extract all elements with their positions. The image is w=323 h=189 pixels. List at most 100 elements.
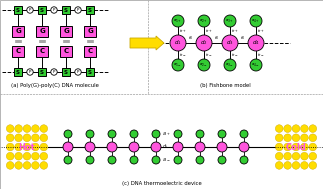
Text: Cold: Cold [286,143,307,152]
Circle shape [284,162,291,169]
Circle shape [292,143,300,151]
Circle shape [6,162,14,169]
Circle shape [222,35,238,51]
Circle shape [275,125,283,132]
Text: Hot: Hot [19,143,36,152]
Bar [38,6,46,14]
Text: $t_{r-}$: $t_{r-}$ [205,51,213,59]
Circle shape [51,7,57,13]
Text: (a) Poly(G)-poly(C) DNA molecule: (a) Poly(G)-poly(C) DNA molecule [11,83,99,88]
Text: (c) DNA thermoelectric device: (c) DNA thermoelectric device [122,181,202,186]
Circle shape [309,152,317,160]
Circle shape [309,125,317,132]
Circle shape [250,15,262,27]
Circle shape [240,130,248,138]
Text: (b) Fishbone model: (b) Fishbone model [200,83,250,88]
Circle shape [151,142,161,152]
Text: P: P [53,8,55,12]
Circle shape [196,130,204,138]
Circle shape [300,162,308,169]
Text: $a_{3+}$: $a_{3+}$ [225,17,234,25]
Circle shape [284,134,291,142]
Bar [14,6,22,14]
Circle shape [152,130,160,138]
Text: $t_{r+}$: $t_{r+}$ [231,27,239,35]
Circle shape [108,130,116,138]
Bar [84,46,96,57]
Circle shape [75,69,81,75]
Text: $t_0$: $t_0$ [188,34,194,42]
Text: $a_{i+}$: $a_{i+}$ [162,130,171,138]
Circle shape [239,142,249,152]
Text: $d_1$: $d_1$ [174,39,182,47]
Circle shape [6,152,14,160]
Circle shape [51,69,57,75]
Circle shape [292,152,300,160]
Circle shape [86,156,94,164]
Circle shape [130,130,138,138]
Circle shape [218,156,226,164]
Text: P: P [29,8,31,12]
Bar [12,46,24,57]
Circle shape [32,134,39,142]
Circle shape [292,162,300,169]
Text: S: S [88,70,92,74]
Text: S: S [40,8,44,12]
Bar [12,26,24,36]
Circle shape [174,156,182,164]
Text: $a_{i-}$: $a_{i-}$ [162,156,171,164]
Text: C: C [88,48,93,54]
Bar [38,68,46,76]
Circle shape [40,152,48,160]
Circle shape [195,142,205,152]
Circle shape [85,142,95,152]
Circle shape [292,125,300,132]
Circle shape [309,134,317,142]
Text: S: S [64,70,68,74]
Text: $t_0$: $t_0$ [214,34,220,42]
Circle shape [108,156,116,164]
Text: $t_{r+}$: $t_{r+}$ [179,27,187,35]
Text: C: C [39,48,45,54]
Text: $d_2$: $d_2$ [200,39,208,47]
Circle shape [172,15,184,27]
Circle shape [23,152,31,160]
Circle shape [32,143,39,151]
Circle shape [300,125,308,132]
Bar [14,68,22,76]
Circle shape [130,156,138,164]
Text: S: S [64,8,68,12]
Circle shape [40,143,48,151]
Text: P: P [53,70,55,74]
Text: S: S [16,70,20,74]
Circle shape [64,130,72,138]
Circle shape [275,152,283,160]
Bar [86,6,94,14]
Text: $d_3$: $d_3$ [226,39,234,47]
Bar [60,26,72,36]
Circle shape [174,130,182,138]
Circle shape [23,143,31,151]
Text: S: S [88,8,92,12]
Text: P: P [77,8,79,12]
Text: P: P [29,70,31,74]
Circle shape [292,134,300,142]
Circle shape [172,59,184,71]
Circle shape [15,152,23,160]
Circle shape [173,142,183,152]
Circle shape [107,142,117,152]
Circle shape [250,59,262,71]
Circle shape [15,125,23,132]
Text: $a_{1-}$: $a_{1-}$ [173,61,182,69]
Circle shape [170,35,186,51]
Circle shape [75,7,81,13]
Text: G: G [39,28,45,34]
Circle shape [198,59,210,71]
Circle shape [23,134,31,142]
Circle shape [309,143,317,151]
Circle shape [40,134,48,142]
Circle shape [275,134,283,142]
Circle shape [15,134,23,142]
Circle shape [300,152,308,160]
Circle shape [27,7,33,13]
